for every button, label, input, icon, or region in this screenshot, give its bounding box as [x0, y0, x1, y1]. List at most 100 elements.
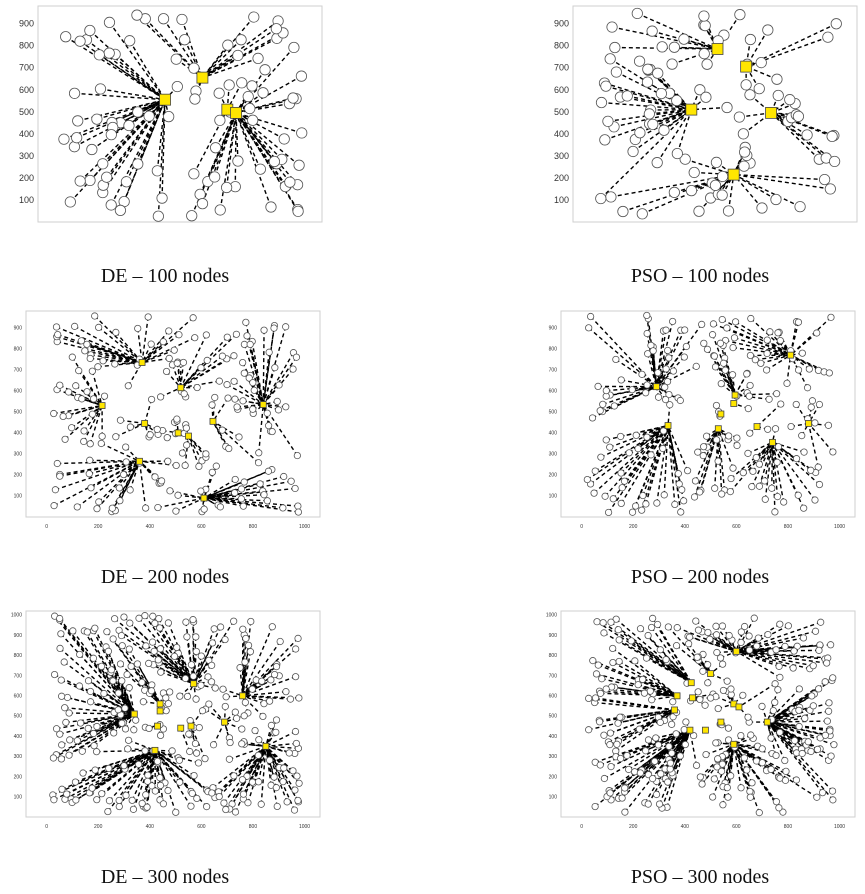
link-edge	[241, 662, 246, 696]
sensor-node	[143, 777, 152, 785]
sensor-node	[72, 115, 84, 127]
sensor-node	[239, 625, 247, 633]
link-edge	[715, 625, 737, 652]
sensor-node	[773, 458, 781, 466]
cluster-head	[141, 420, 149, 427]
sensor-node	[193, 383, 201, 392]
sensor-node	[268, 155, 281, 168]
sensor-node	[664, 778, 672, 786]
sensor-node	[826, 727, 834, 735]
sensor-node	[210, 142, 222, 154]
sensor-node	[88, 784, 96, 792]
sensor-node	[653, 499, 661, 507]
link-edge	[606, 385, 657, 392]
sensor-node	[809, 702, 817, 710]
sensor-node	[727, 474, 735, 483]
link-edge	[154, 749, 180, 761]
link-edge	[639, 60, 692, 111]
sensor-node	[76, 719, 85, 727]
sensor-node	[768, 484, 776, 492]
sensor-node	[772, 646, 780, 654]
sensor-node	[668, 720, 676, 728]
cluster-head	[686, 726, 694, 734]
sensor-node	[767, 765, 775, 773]
sensor-node	[99, 357, 107, 365]
sensor-node	[156, 393, 165, 401]
sensor-node	[775, 804, 783, 812]
sensor-node	[52, 725, 61, 733]
sensor-node	[723, 677, 731, 685]
link-edge	[214, 745, 267, 799]
sensor-node	[165, 327, 173, 335]
link-edge	[173, 655, 195, 685]
link-edge	[736, 650, 814, 667]
link-edge	[766, 339, 791, 356]
link-edge	[595, 697, 675, 711]
sensor-node	[287, 477, 295, 485]
sensor-node	[86, 354, 94, 363]
sensor-node	[285, 749, 293, 757]
sensor-node	[633, 55, 646, 67]
sensor-node	[56, 730, 64, 738]
y-tick-label: 500	[554, 107, 569, 117]
sensor-node	[76, 650, 84, 659]
link-edge	[689, 636, 737, 653]
link-edge	[667, 425, 689, 471]
sensor-node	[632, 431, 640, 439]
link-edge	[233, 380, 264, 406]
sensor-node	[174, 491, 182, 499]
sensor-node	[824, 183, 836, 195]
sensor-node	[294, 502, 302, 510]
sensor-node	[665, 390, 673, 399]
link-edge	[263, 403, 286, 408]
sensor-node	[763, 336, 771, 344]
cluster-head	[196, 71, 209, 84]
x-tick-label: 1000	[299, 524, 310, 530]
y-tick-label: 900	[14, 325, 23, 331]
sensor-node	[605, 191, 617, 203]
sensor-node	[144, 771, 152, 779]
link-edge	[667, 425, 685, 501]
link-edge	[180, 336, 228, 389]
cluster-head	[685, 103, 698, 116]
link-edge	[203, 480, 292, 499]
sensor-node	[91, 312, 99, 320]
sensor-node	[734, 9, 746, 21]
sensor-node	[61, 704, 69, 712]
sensor-node	[58, 785, 66, 793]
sensor-node	[616, 432, 625, 441]
sensor-node	[669, 698, 677, 706]
sensor-node	[747, 731, 755, 739]
sensor-node	[615, 657, 623, 666]
sensor-node	[257, 87, 269, 99]
sensor-node	[142, 791, 150, 799]
sensor-node	[739, 691, 747, 699]
sensor-node	[155, 614, 163, 623]
sensor-node	[294, 634, 302, 642]
sensor-node	[68, 424, 76, 432]
sensor-node	[235, 34, 247, 46]
sensor-node	[84, 174, 96, 187]
link-edge	[599, 709, 675, 723]
cluster-head	[717, 410, 725, 418]
link-edge	[107, 749, 156, 812]
cluster-head	[151, 746, 159, 754]
link-edge	[212, 420, 240, 438]
sensor-node	[143, 110, 155, 122]
cluster-head	[174, 429, 182, 437]
sensor-node	[727, 685, 735, 693]
sensor-node	[230, 772, 238, 780]
sensor-node	[192, 749, 201, 757]
sensor-node	[147, 395, 156, 404]
sensor-node	[105, 129, 117, 141]
link-edge	[698, 174, 735, 212]
sensor-node	[204, 673, 212, 681]
y-tick-label: 200	[549, 774, 558, 780]
sensor-node	[144, 313, 152, 321]
sensor-node	[600, 80, 612, 92]
sensor-node	[617, 376, 625, 384]
sensor-node	[121, 725, 130, 733]
sensor-node	[644, 631, 652, 640]
sensor-node	[642, 389, 650, 397]
sensor-node	[124, 382, 132, 390]
